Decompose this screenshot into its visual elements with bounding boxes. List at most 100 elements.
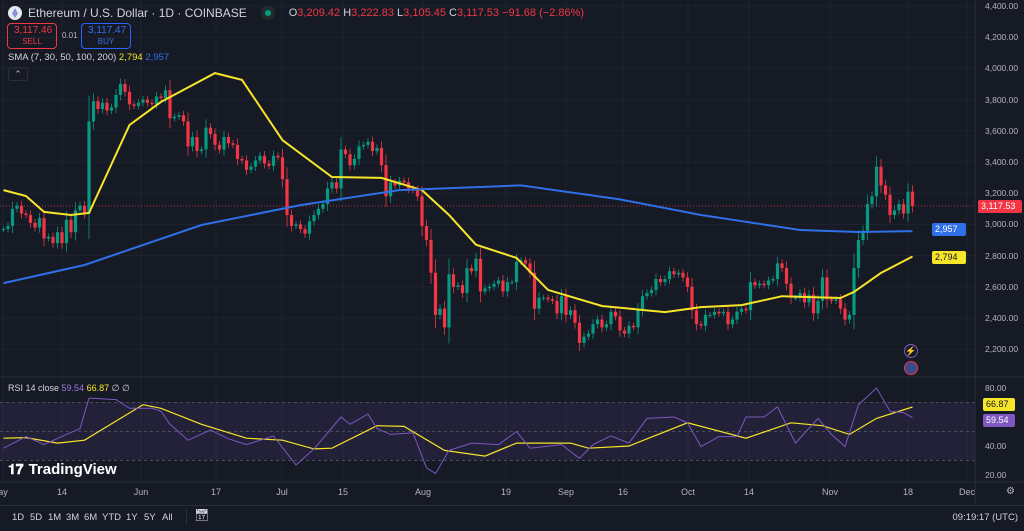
candle-body — [244, 160, 249, 170]
candle-body — [663, 279, 667, 283]
candle-body — [451, 274, 456, 287]
candle — [681, 268, 685, 282]
candle-body — [195, 137, 199, 152]
price-axis-label: 3,000.00 — [985, 219, 1019, 230]
candle — [258, 151, 262, 165]
range-button-1y[interactable]: 1Y — [126, 512, 138, 523]
candle-body — [15, 205, 19, 209]
rsi-axis-label: 40.00 — [985, 441, 1007, 451]
candle — [663, 275, 667, 286]
candle — [64, 211, 69, 252]
candle — [456, 282, 460, 290]
candle — [298, 220, 303, 234]
candle — [451, 268, 456, 293]
symbol-title[interactable]: Ethereum / U.S. Dollar · 1D · COINBASE — [28, 6, 247, 20]
candle — [294, 221, 298, 230]
candle-body — [726, 311, 730, 325]
candle — [262, 151, 267, 169]
candle-body — [694, 310, 699, 325]
candle-body — [721, 311, 726, 314]
candle — [118, 78, 123, 101]
candle — [721, 308, 726, 317]
candle-body — [622, 330, 627, 334]
us-flag-icon[interactable] — [904, 361, 918, 375]
price-axis-label: 3,400.00 — [985, 157, 1019, 167]
range-button-5d[interactable]: 5D — [30, 512, 43, 523]
candle — [501, 275, 505, 298]
candle — [775, 256, 780, 286]
rsi-legend[interactable]: RSI 14 close 59.54 66.87 ∅ ∅ — [8, 383, 130, 393]
candle — [469, 264, 474, 275]
time-axis-label: Jun — [133, 487, 149, 497]
candle — [1, 226, 6, 232]
candle — [496, 276, 501, 288]
range-button-all[interactable]: All — [162, 512, 173, 523]
range-button-6m[interactable]: 6M — [84, 512, 98, 523]
candle — [784, 261, 789, 291]
candle-body — [60, 232, 64, 244]
candle-body — [780, 263, 784, 269]
candle — [649, 286, 654, 297]
candle-body — [46, 236, 51, 239]
sell-button[interactable]: 3,117.46 SELL — [7, 23, 57, 49]
candle-body — [568, 310, 573, 315]
candle-body — [348, 154, 352, 166]
candle-body — [541, 297, 546, 299]
candle-body — [357, 146, 361, 159]
candle-body — [208, 127, 213, 134]
candle-body — [469, 268, 474, 272]
candle — [15, 202, 19, 213]
candle-body — [757, 283, 762, 286]
candle-body — [334, 182, 339, 189]
symbol-header[interactable]: Ethereum / U.S. Dollar · 1D · COINBASE O… — [8, 6, 584, 20]
range-button-3m[interactable]: 3M — [66, 512, 80, 523]
buy-button[interactable]: 3,117.47 BUY — [81, 23, 131, 49]
time-axis-label: 14 — [56, 487, 68, 497]
candle — [537, 292, 541, 315]
candle — [208, 123, 213, 139]
candle-body — [87, 121, 91, 214]
candle-body — [73, 210, 78, 233]
candle-body — [28, 215, 33, 223]
candle-body — [465, 268, 469, 294]
candle-body — [847, 314, 852, 320]
candle-body — [370, 141, 375, 152]
candle — [703, 309, 708, 332]
candle — [141, 96, 145, 107]
candle — [685, 272, 690, 292]
lightning-icon[interactable]: ⚡ — [904, 344, 918, 358]
range-button-1d[interactable]: 1D — [12, 512, 25, 523]
tradingview-logo[interactable]: 𝟏𝟕 TradingView — [8, 461, 117, 478]
candle-body — [69, 219, 73, 233]
candle-body — [514, 261, 519, 283]
candle-body — [10, 208, 15, 226]
calendar-icon[interactable]: 📅︎ — [194, 508, 210, 522]
price-axis-label: 3,200.00 — [985, 188, 1019, 199]
candle — [289, 209, 294, 232]
candle-body — [510, 282, 514, 284]
sma-legend[interactable]: SMA (7, 30, 50, 100, 200) 2,794 2,957 — [8, 52, 170, 63]
sma-yellow-line — [3, 72, 913, 314]
candle-body — [64, 219, 69, 244]
range-button-1m[interactable]: 1M — [48, 512, 62, 523]
range-button-ytd[interactable]: YTD — [102, 512, 121, 523]
settings-gear-icon[interactable]: ⚙ — [1006, 486, 1015, 497]
collapse-chevron-icon[interactable]: ⌃ — [8, 67, 28, 81]
candle-body — [573, 310, 577, 323]
candle — [150, 99, 154, 108]
candle-body — [744, 308, 748, 311]
candle — [240, 155, 244, 164]
candle — [33, 218, 37, 232]
candle-body — [555, 300, 559, 314]
sma-blue-line — [3, 184, 913, 285]
price-axis-label: 2,200.00 — [985, 344, 1019, 355]
range-button-5y[interactable]: 5Y — [144, 512, 156, 523]
candle — [339, 136, 343, 202]
candle-body — [262, 155, 267, 164]
candle — [325, 181, 330, 211]
clock[interactable]: 09:19:17 (UTC) — [952, 512, 1018, 523]
candle-body — [649, 289, 654, 294]
candle-body — [375, 147, 379, 152]
sma-yellow-tag: 2,794 — [932, 251, 966, 264]
